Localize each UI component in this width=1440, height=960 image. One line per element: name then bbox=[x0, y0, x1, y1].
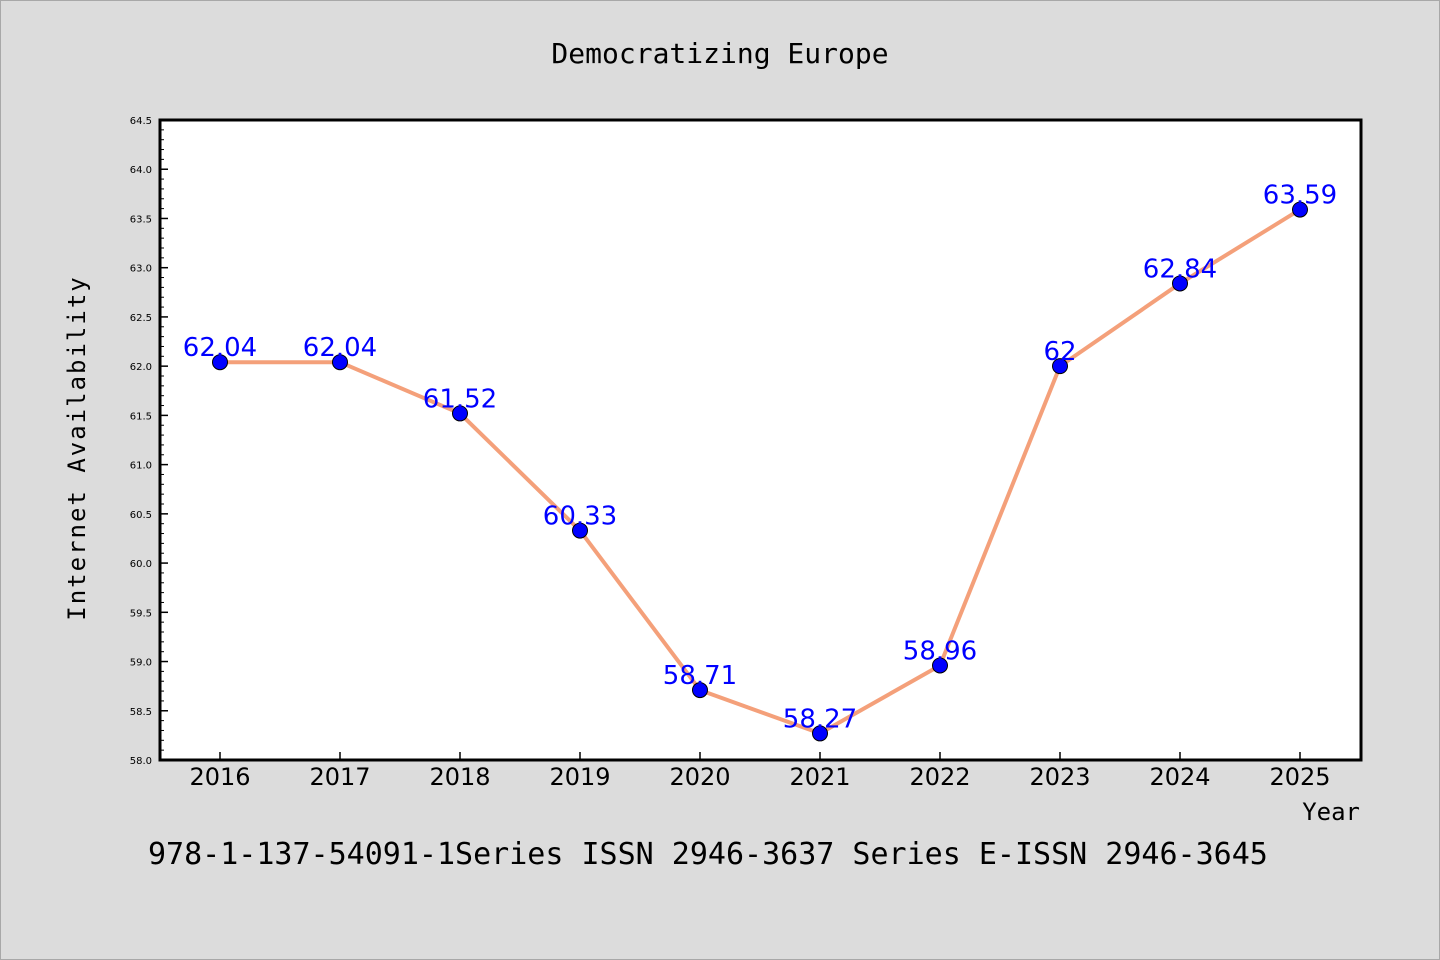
footer-isbn-text: 978-1-137-54091-1Series ISSN 2946-3637 S… bbox=[148, 837, 1268, 872]
chart-title: Democratizing Europe bbox=[551, 37, 888, 70]
x-tick-label: 2024 bbox=[1149, 763, 1210, 791]
data-point bbox=[452, 405, 468, 422]
series-line bbox=[220, 207, 1302, 736]
x-axis: 2016 2017 2018 2019 2020 2021 2022 2023 2024 2025 bbox=[189, 752, 1331, 791]
x-tick-label: 2017 bbox=[309, 763, 370, 791]
data-label: 58.71 bbox=[663, 661, 737, 691]
y-axis-label: Internet Availability bbox=[63, 275, 91, 620]
x-tick-label: 2022 bbox=[909, 763, 970, 791]
data-label: 63.59 bbox=[1263, 181, 1337, 211]
y-tick-label: 61.5 bbox=[130, 411, 152, 422]
y-axis: 58.0 58.5 59.0 59.5 60.0 60.5 61.0 61.5 62.0 62.5… bbox=[130, 116, 168, 767]
y-tick-label: 58.0 bbox=[130, 756, 152, 767]
y-tick-label: 59.5 bbox=[130, 608, 152, 619]
y-tick-label: 63.5 bbox=[130, 214, 152, 225]
data-label: 62 bbox=[1043, 337, 1076, 367]
data-point bbox=[332, 354, 348, 371]
data-point bbox=[1292, 201, 1308, 218]
data-point bbox=[1172, 275, 1188, 292]
data-point bbox=[812, 725, 828, 742]
x-tick-label: 2019 bbox=[549, 763, 610, 791]
data-label: 61.52 bbox=[423, 384, 497, 414]
x-tick-label: 2016 bbox=[189, 763, 250, 791]
y-tick-label: 62.5 bbox=[130, 313, 152, 324]
data-point bbox=[1052, 358, 1068, 375]
x-tick-label: 2020 bbox=[669, 763, 730, 791]
y-tick-label: 60.0 bbox=[130, 559, 152, 570]
data-label: 58.27 bbox=[783, 704, 857, 734]
data-point bbox=[692, 682, 708, 699]
y-tick-label: 64.5 bbox=[130, 116, 152, 127]
x-tick-label: 2023 bbox=[1029, 763, 1090, 791]
x-axis-label: Year bbox=[1302, 798, 1360, 826]
y-tick-label: 64.0 bbox=[130, 165, 152, 176]
y-tick-label: 62.0 bbox=[130, 362, 152, 373]
data-label: 62.04 bbox=[183, 333, 257, 363]
y-tick-label: 59.0 bbox=[130, 658, 152, 669]
data-label: 60.33 bbox=[543, 502, 617, 532]
data-point bbox=[212, 354, 228, 371]
plot-area bbox=[158, 118, 1363, 762]
data-label: 62.84 bbox=[1143, 254, 1217, 284]
y-tick-label: 58.5 bbox=[130, 707, 152, 718]
x-tick-label: 2021 bbox=[789, 763, 850, 791]
y-tick-label: 60.5 bbox=[130, 510, 152, 521]
series-layer: 62.04 62.04 61.52 60.33 58.71 58.27 58.96 62 62.… bbox=[183, 181, 1337, 742]
y-tick-label: 61.0 bbox=[130, 461, 152, 472]
data-point bbox=[932, 657, 948, 674]
x-tick-label: 2018 bbox=[429, 763, 490, 791]
x-tick-label: 2025 bbox=[1269, 763, 1330, 791]
data-label: 62.04 bbox=[303, 333, 377, 363]
data-point bbox=[572, 522, 588, 539]
data-label: 58.96 bbox=[903, 636, 977, 666]
y-tick-label: 63.0 bbox=[130, 264, 152, 275]
